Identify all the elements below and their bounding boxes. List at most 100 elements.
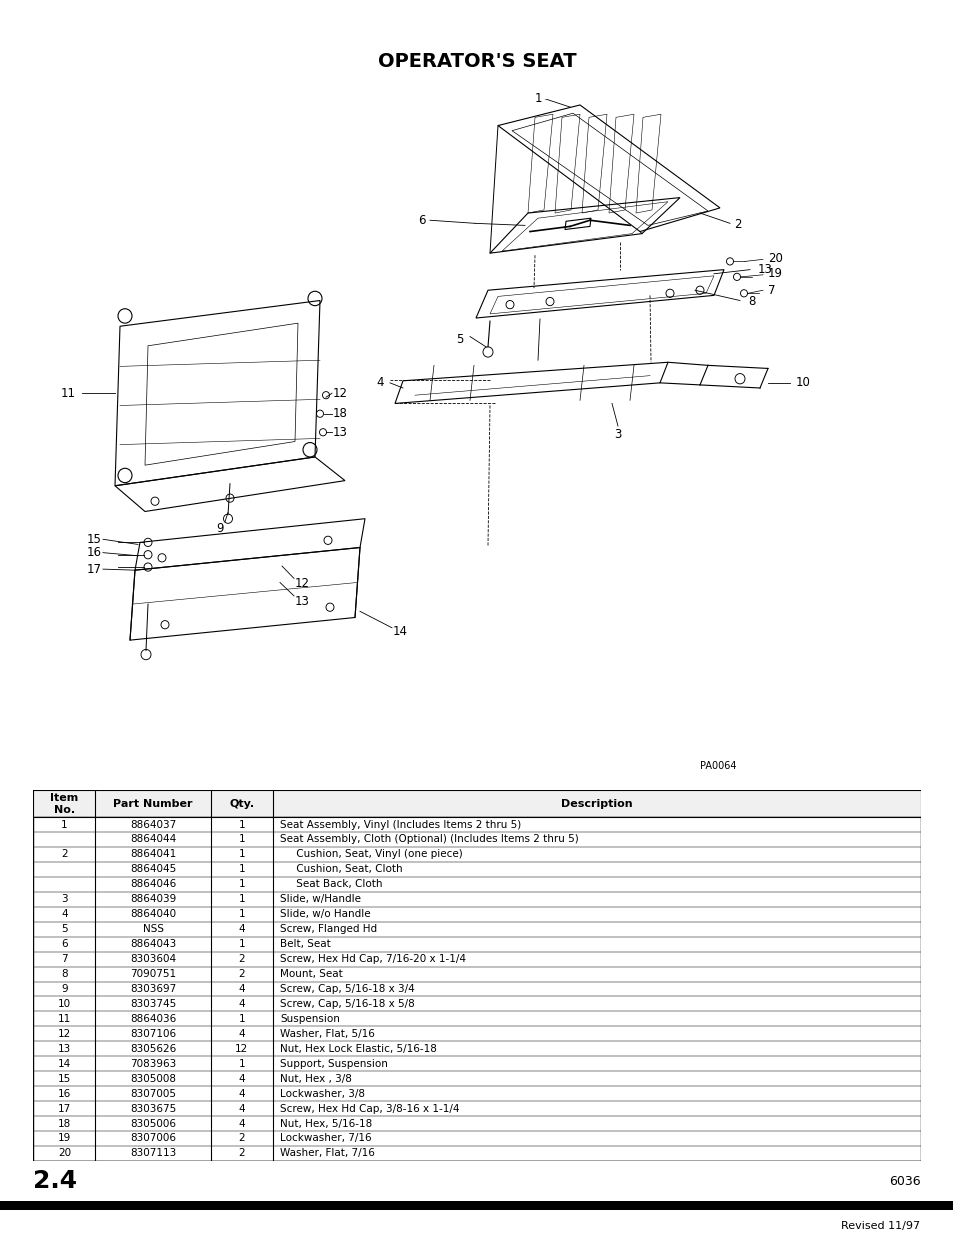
Text: 1: 1 [238, 894, 245, 904]
Text: 2: 2 [238, 955, 245, 965]
Text: 10: 10 [795, 377, 810, 389]
Text: 8307106: 8307106 [130, 1029, 176, 1039]
Text: 18: 18 [333, 408, 348, 420]
Text: 3: 3 [614, 427, 621, 441]
Text: 8303697: 8303697 [130, 984, 176, 994]
Text: 20: 20 [58, 1149, 71, 1158]
Text: 1: 1 [534, 93, 541, 105]
Text: 4: 4 [238, 999, 245, 1009]
Text: 8305626: 8305626 [130, 1044, 176, 1053]
Text: 8305006: 8305006 [130, 1119, 176, 1129]
Text: 8307113: 8307113 [130, 1149, 176, 1158]
Text: Seat Assembly, Cloth (Optional) (Includes Items 2 thru 5): Seat Assembly, Cloth (Optional) (Include… [280, 835, 578, 845]
Text: Cushion, Seat, Cloth: Cushion, Seat, Cloth [280, 864, 402, 874]
Text: 1: 1 [238, 909, 245, 919]
Text: Item
No.: Item No. [51, 793, 78, 815]
Text: 16: 16 [87, 546, 102, 559]
Text: 18: 18 [58, 1119, 71, 1129]
Text: 6: 6 [417, 214, 425, 227]
Text: 15: 15 [58, 1073, 71, 1083]
Text: 14: 14 [393, 625, 408, 638]
Text: 8307006: 8307006 [130, 1134, 176, 1144]
Text: 12: 12 [294, 577, 310, 590]
Text: 8864044: 8864044 [130, 835, 176, 845]
Bar [33, 790, 920, 818]
Text: 8864041: 8864041 [130, 850, 176, 860]
Text: 4: 4 [238, 1104, 245, 1114]
Text: 9: 9 [216, 522, 224, 536]
Text: NSS: NSS [143, 924, 164, 934]
Text: 6: 6 [61, 939, 68, 950]
Text: 4: 4 [238, 924, 245, 934]
Text: Description: Description [560, 799, 632, 809]
Text: 1: 1 [238, 939, 245, 950]
Text: 8864045: 8864045 [130, 864, 176, 874]
Text: Screw, Flanged Hd: Screw, Flanged Hd [280, 924, 376, 934]
Text: 8303745: 8303745 [130, 999, 176, 1009]
Text: 4: 4 [238, 1029, 245, 1039]
Text: OPERATOR'S SEAT: OPERATOR'S SEAT [377, 52, 576, 70]
Text: 6036: 6036 [888, 1174, 920, 1188]
Text: 1: 1 [61, 820, 68, 830]
Text: 8864037: 8864037 [130, 820, 176, 830]
Text: 4: 4 [238, 1119, 245, 1129]
Text: 7083963: 7083963 [130, 1058, 176, 1068]
Text: Revised 11/97: Revised 11/97 [841, 1221, 920, 1231]
Text: Screw, Hex Hd Cap, 7/16-20 x 1-1/4: Screw, Hex Hd Cap, 7/16-20 x 1-1/4 [280, 955, 466, 965]
Text: 12: 12 [333, 387, 348, 400]
Text: 2: 2 [238, 1134, 245, 1144]
Text: 19: 19 [58, 1134, 71, 1144]
Text: 1: 1 [238, 850, 245, 860]
Text: Cushion, Seat, Vinyl (one piece): Cushion, Seat, Vinyl (one piece) [280, 850, 462, 860]
Text: 7090751: 7090751 [130, 969, 176, 979]
Text: 4: 4 [238, 1073, 245, 1083]
Text: 2: 2 [734, 217, 741, 231]
Text: 3: 3 [61, 894, 68, 904]
Text: Screw, Cap, 5/16-18 x 5/8: Screw, Cap, 5/16-18 x 5/8 [280, 999, 415, 1009]
Text: 7: 7 [767, 284, 775, 296]
Text: Part Number: Part Number [113, 799, 193, 809]
Text: 8864046: 8864046 [130, 879, 176, 889]
Text: 14: 14 [58, 1058, 71, 1068]
Text: 8864036: 8864036 [130, 1014, 176, 1024]
Text: Lockwasher, 7/16: Lockwasher, 7/16 [280, 1134, 372, 1144]
Text: Suspension: Suspension [280, 1014, 339, 1024]
Text: 8864043: 8864043 [130, 939, 176, 950]
Text: 10: 10 [58, 999, 71, 1009]
Text: Mount, Seat: Mount, Seat [280, 969, 342, 979]
Text: 13: 13 [758, 263, 772, 277]
Text: 4: 4 [375, 377, 383, 389]
Text: Screw, Cap, 5/16-18 x 3/4: Screw, Cap, 5/16-18 x 3/4 [280, 984, 415, 994]
Text: 11: 11 [58, 1014, 71, 1024]
Text: 1: 1 [238, 864, 245, 874]
Text: 17: 17 [87, 563, 102, 576]
Text: 2: 2 [61, 850, 68, 860]
Bar [0, 1202, 953, 1210]
Text: Lockwasher, 3/8: Lockwasher, 3/8 [280, 1088, 365, 1099]
Text: 1: 1 [238, 1058, 245, 1068]
Text: 8864040: 8864040 [130, 909, 176, 919]
Text: 20: 20 [767, 252, 782, 264]
Text: Slide, w/Handle: Slide, w/Handle [280, 894, 360, 904]
Text: Screw, Hex Hd Cap, 3/8-16 x 1-1/4: Screw, Hex Hd Cap, 3/8-16 x 1-1/4 [280, 1104, 459, 1114]
Text: 13: 13 [333, 426, 348, 438]
Text: 5: 5 [456, 333, 463, 346]
Text: 1: 1 [238, 820, 245, 830]
Text: 4: 4 [238, 1088, 245, 1099]
Text: 17: 17 [58, 1104, 71, 1114]
Text: 13: 13 [58, 1044, 71, 1053]
Text: 8864039: 8864039 [130, 894, 176, 904]
Text: 1: 1 [238, 879, 245, 889]
Text: 8303604: 8303604 [130, 955, 176, 965]
Text: Belt, Seat: Belt, Seat [280, 939, 331, 950]
Text: Seat Assembly, Vinyl (Includes Items 2 thru 5): Seat Assembly, Vinyl (Includes Items 2 t… [280, 820, 520, 830]
Text: 16: 16 [58, 1088, 71, 1099]
Text: Nut, Hex , 3/8: Nut, Hex , 3/8 [280, 1073, 352, 1083]
Text: 15: 15 [87, 532, 102, 546]
Text: 2: 2 [238, 1149, 245, 1158]
Text: 12: 12 [58, 1029, 71, 1039]
Text: Washer, Flat, 7/16: Washer, Flat, 7/16 [280, 1149, 375, 1158]
Text: Nut, Hex, 5/16-18: Nut, Hex, 5/16-18 [280, 1119, 372, 1129]
Text: 4: 4 [61, 909, 68, 919]
Text: 9: 9 [61, 984, 68, 994]
